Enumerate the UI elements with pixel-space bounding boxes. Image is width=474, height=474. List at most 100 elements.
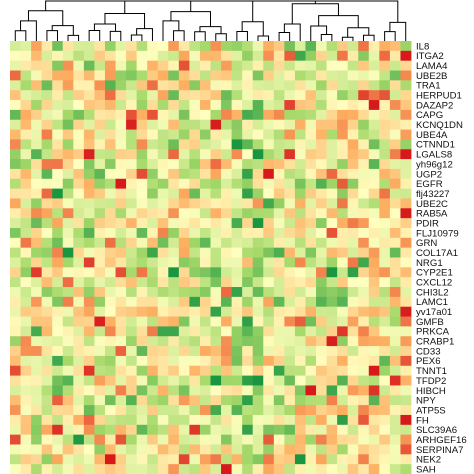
heatmap-cell xyxy=(126,198,138,209)
heatmap-cell xyxy=(115,434,127,445)
heatmap-cell xyxy=(104,90,116,101)
heatmap-cell xyxy=(273,385,285,396)
heatmap-cell xyxy=(10,227,21,239)
heatmap-cell xyxy=(20,198,32,209)
heatmap-cell xyxy=(10,119,21,130)
heatmap-cell xyxy=(41,277,53,288)
heatmap-cell xyxy=(136,395,148,406)
dendrogram-link xyxy=(45,0,126,14)
heatmap-cell xyxy=(189,129,201,140)
heatmap-cell xyxy=(221,336,232,347)
heatmap-cell xyxy=(368,90,380,101)
heatmap-cell xyxy=(41,90,53,101)
heatmap-cell xyxy=(189,188,201,199)
heatmap-cell xyxy=(358,257,370,268)
heatmap-cell xyxy=(305,336,317,347)
heatmap-cell xyxy=(305,444,317,455)
heatmap-cell xyxy=(231,336,243,347)
heatmap-cell xyxy=(136,70,148,81)
heatmap-cell xyxy=(83,227,95,239)
heatmap-cell xyxy=(31,168,43,180)
heatmap-cell xyxy=(210,159,222,170)
heatmap-cell xyxy=(10,60,21,71)
heatmap-cell xyxy=(368,208,380,219)
heatmap-cell xyxy=(73,119,85,130)
heatmap-cell xyxy=(221,149,232,160)
heatmap-cell xyxy=(400,149,412,160)
heatmap-cell xyxy=(273,326,285,337)
heatmap-cell xyxy=(337,41,349,52)
heatmap-cell xyxy=(168,227,180,239)
heatmap-cell xyxy=(147,80,159,91)
heatmap-cell xyxy=(337,109,349,121)
heatmap-cell xyxy=(157,60,169,71)
heatmap-cell xyxy=(347,149,359,160)
heatmap-cell xyxy=(115,188,127,199)
heatmap-cell xyxy=(347,168,359,180)
heatmap-cell xyxy=(104,287,116,298)
heatmap-cell xyxy=(400,227,412,239)
heatmap-cell xyxy=(83,375,95,386)
heatmap-cell xyxy=(20,178,32,190)
heatmap-cell xyxy=(104,237,116,249)
heatmap-cell xyxy=(178,109,190,121)
heatmap-cell xyxy=(73,346,85,357)
heatmap-cell xyxy=(221,188,232,199)
heatmap-cell xyxy=(157,395,169,406)
heatmap-cell xyxy=(242,296,254,308)
heatmap-cell xyxy=(210,355,222,367)
heatmap-cell xyxy=(326,267,338,278)
heatmap-cell xyxy=(231,60,243,71)
heatmap-cell xyxy=(104,385,116,396)
heatmap-cell xyxy=(115,227,127,239)
heatmap-cell xyxy=(379,355,391,367)
heatmap-cell xyxy=(284,178,296,190)
heatmap-cell xyxy=(358,41,370,52)
heatmap-cell xyxy=(147,414,159,426)
heatmap-cell xyxy=(326,168,338,180)
heatmap-cell xyxy=(210,188,222,199)
heatmap-cell xyxy=(189,365,201,376)
heatmap-cell xyxy=(94,454,106,465)
heatmap-cell xyxy=(136,257,148,268)
heatmap-cell xyxy=(52,188,64,199)
heatmap-cell xyxy=(199,306,211,317)
heatmap-cell xyxy=(62,90,74,101)
heatmap-cell xyxy=(126,139,138,150)
heatmap-cell xyxy=(305,129,317,140)
heatmap-cell xyxy=(368,227,380,239)
heatmap-cell xyxy=(263,50,275,62)
heatmap-cell xyxy=(62,168,74,180)
heatmap-cell xyxy=(52,159,64,170)
heatmap-cell xyxy=(41,109,53,121)
heatmap-cell xyxy=(231,434,243,445)
heatmap-cell xyxy=(284,188,296,199)
heatmap-cell xyxy=(242,454,254,465)
heatmap-cell xyxy=(263,267,275,278)
heatmap-cell xyxy=(147,405,159,416)
heatmap-cell xyxy=(94,346,106,357)
heatmap-cell xyxy=(126,326,138,337)
heatmap-cell xyxy=(20,296,32,308)
heatmap-cell xyxy=(252,70,264,81)
heatmap-cell xyxy=(316,188,327,199)
heatmap-cell xyxy=(168,247,180,258)
heatmap-cell xyxy=(263,365,275,376)
heatmap-cell xyxy=(31,296,43,308)
heatmap-cell xyxy=(41,80,53,91)
heatmap-cell xyxy=(83,178,95,190)
heatmap-cell xyxy=(210,277,222,288)
heatmap-cell xyxy=(136,375,148,386)
heatmap-cell xyxy=(252,149,264,160)
heatmap-cell xyxy=(210,178,222,190)
heatmap-cell xyxy=(62,100,74,111)
heatmap-cell xyxy=(189,454,201,465)
heatmap-cell xyxy=(231,41,243,52)
heatmap-cell xyxy=(168,178,180,190)
heatmap-cell xyxy=(178,267,190,278)
heatmap-cell xyxy=(20,257,32,268)
heatmap-cell xyxy=(347,385,359,396)
heatmap-cell xyxy=(52,434,64,445)
heatmap-cell xyxy=(358,237,370,249)
dendrogram-link xyxy=(257,35,270,41)
